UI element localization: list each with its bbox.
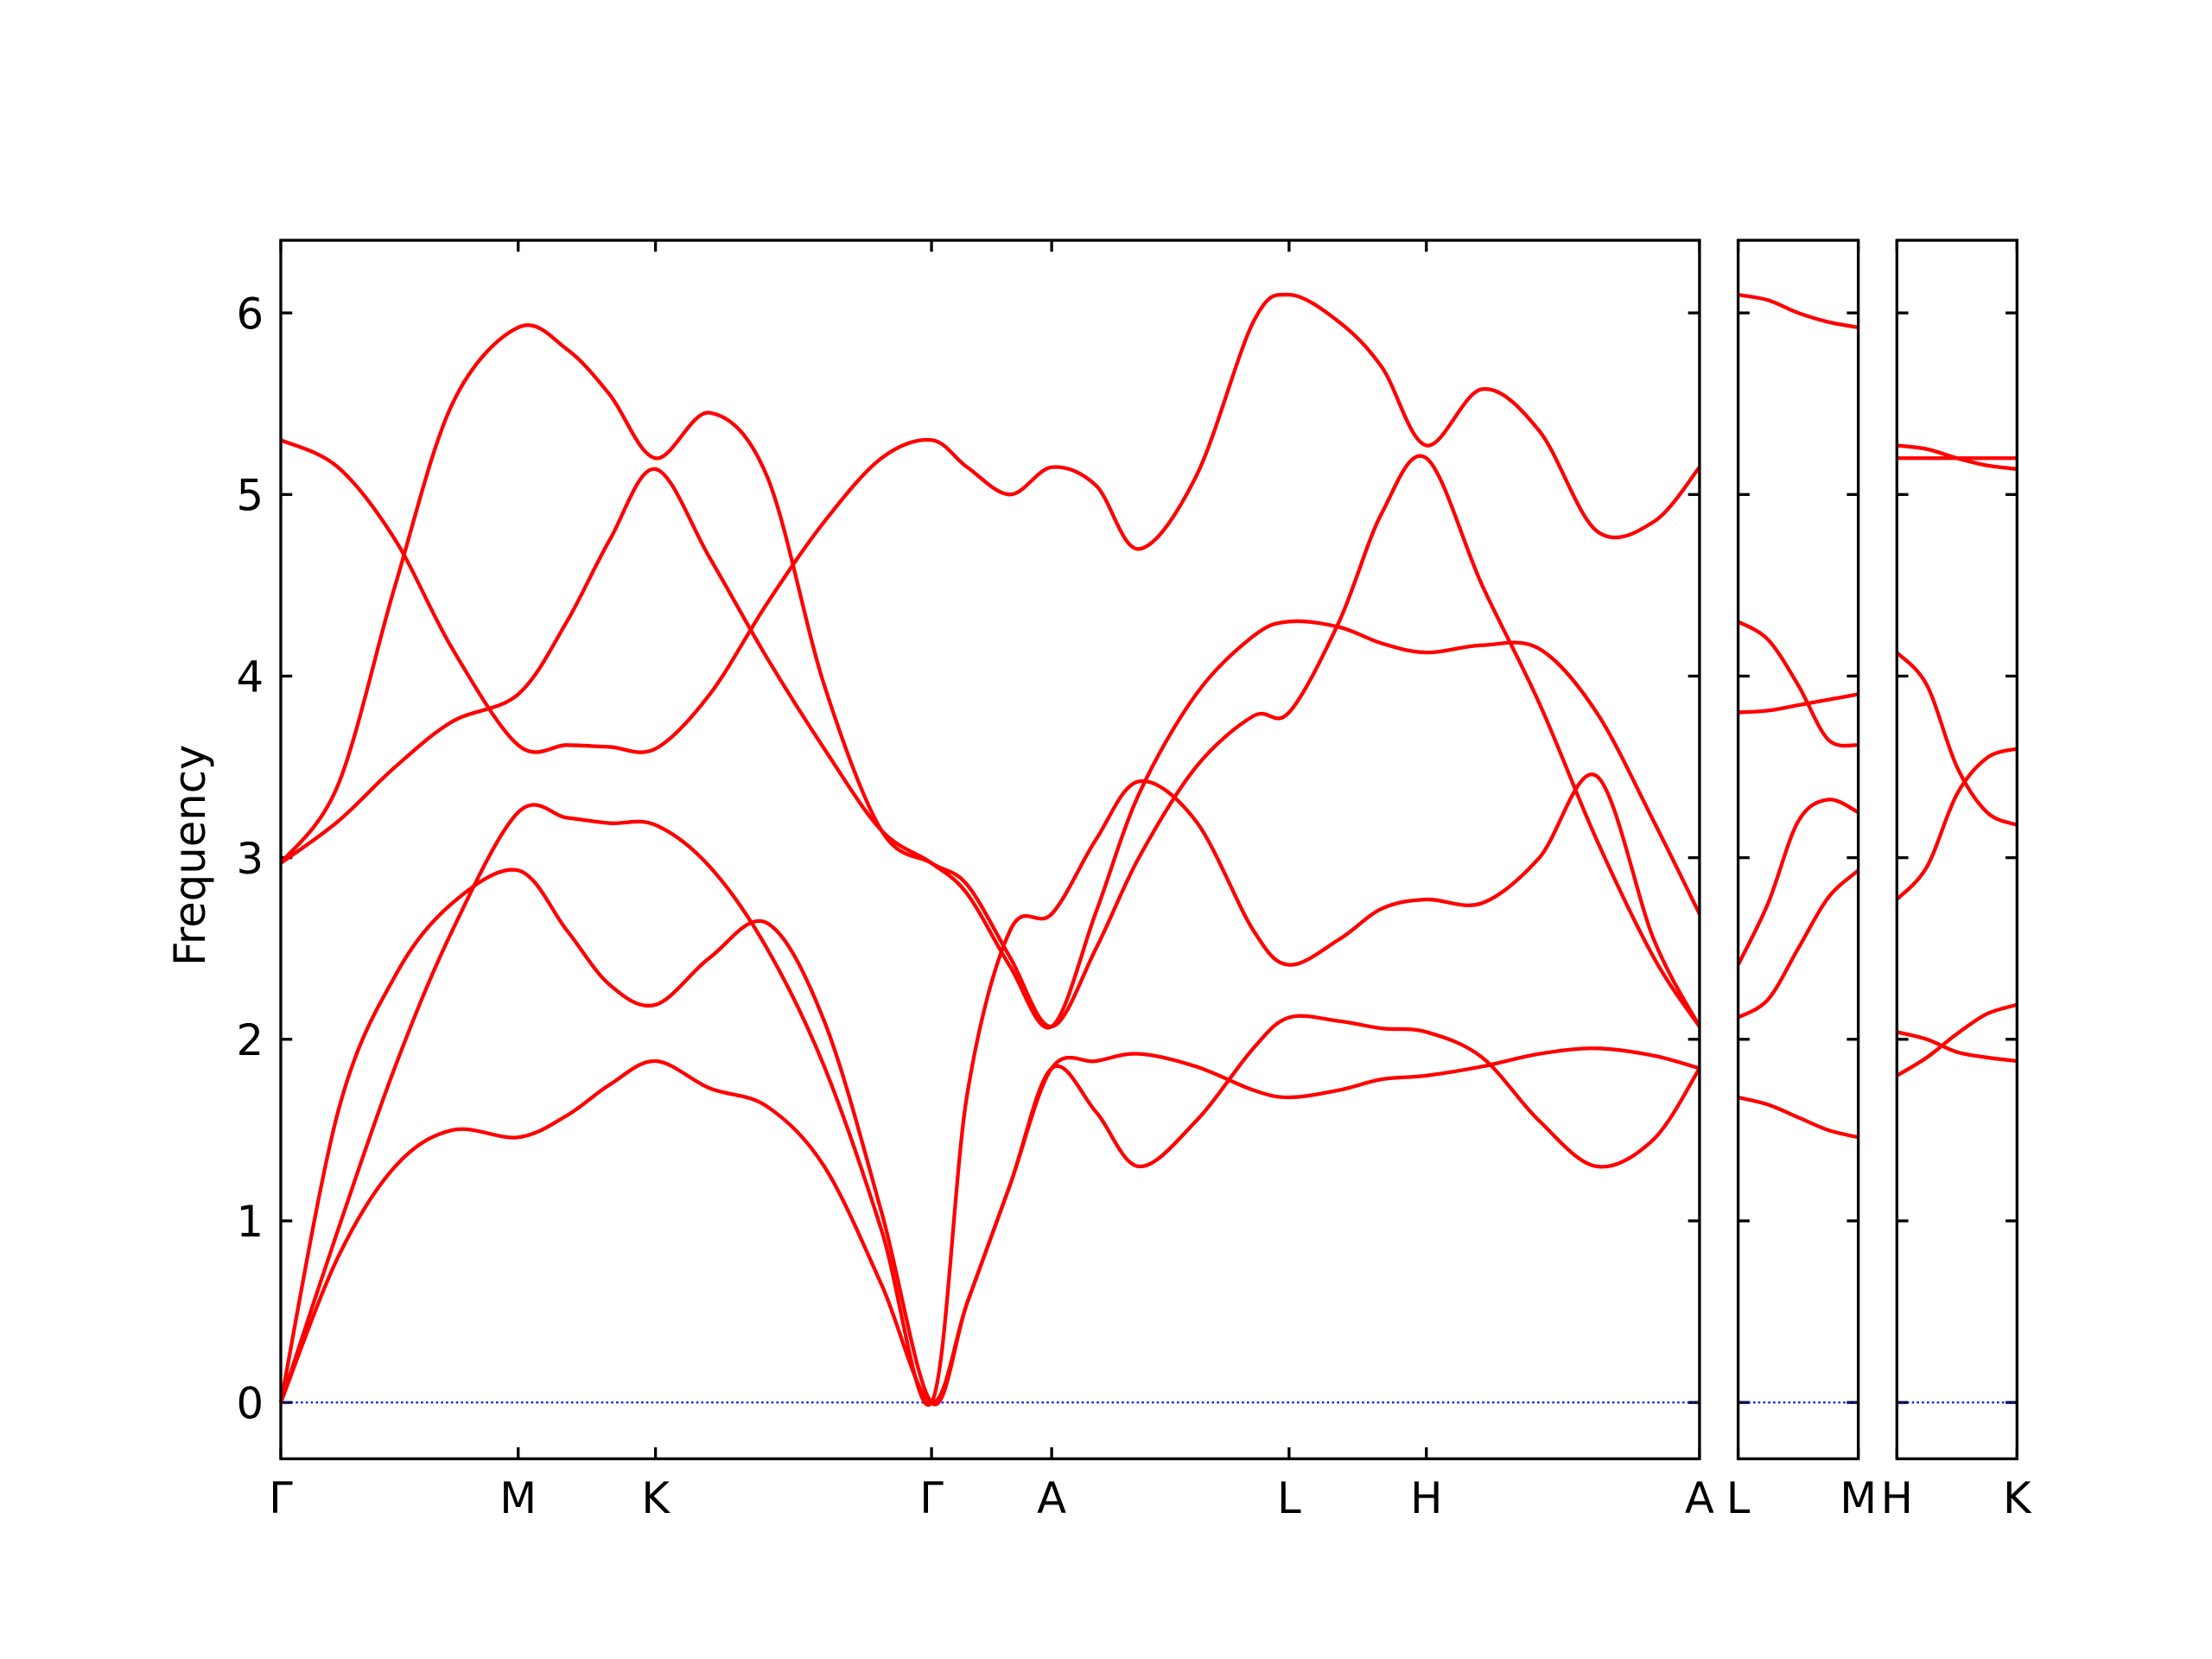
y-tick-label: 1 (237, 1197, 264, 1247)
x-tick-label: K (641, 1473, 671, 1523)
band-line (279, 467, 1701, 1030)
band-line (1895, 747, 2018, 901)
x-tick-label: L (1277, 1473, 1301, 1523)
y-tick-label: 2 (237, 1015, 264, 1065)
band-line (1737, 620, 1859, 748)
x-tick-label: H (1410, 1473, 1442, 1523)
x-tick-label: H (1881, 1473, 1913, 1523)
y-axis-label: Frequency (165, 745, 215, 966)
axes-frame (1736, 238, 1860, 1460)
y-tick-label: 0 (237, 1378, 264, 1428)
y-tick-label: 6 (237, 289, 264, 339)
band-line (278, 1046, 1700, 1405)
band-line (1738, 1095, 1859, 1140)
band-line (1738, 692, 1859, 715)
band-line (1737, 868, 1860, 1020)
band-line (280, 292, 1701, 754)
band-line (1896, 1030, 2018, 1064)
axes-frame (279, 238, 1701, 1460)
y-tick-label: 3 (237, 834, 264, 884)
x-tick-label: A (1037, 1473, 1066, 1523)
x-tick-label: A (1685, 1473, 1714, 1523)
x-tick-label: Γ (919, 1473, 944, 1523)
x-tick-label: L (1726, 1473, 1751, 1523)
y-tick-label: 5 (237, 471, 264, 521)
y-tick-label: 4 (237, 652, 264, 702)
band-line (278, 772, 1701, 1408)
band-line (1895, 651, 2018, 827)
band-line (1736, 798, 1859, 966)
band-line (278, 868, 1701, 1407)
x-tick-label: M (1840, 1473, 1877, 1523)
x-tick-label: M (499, 1473, 537, 1523)
axes-frame (1895, 238, 2018, 1460)
band-line (279, 323, 1701, 1029)
band-line (1896, 1002, 2018, 1077)
band-line (1738, 292, 1859, 330)
x-tick-label: K (2003, 1473, 2032, 1523)
x-tick-label: Γ (269, 1473, 293, 1523)
